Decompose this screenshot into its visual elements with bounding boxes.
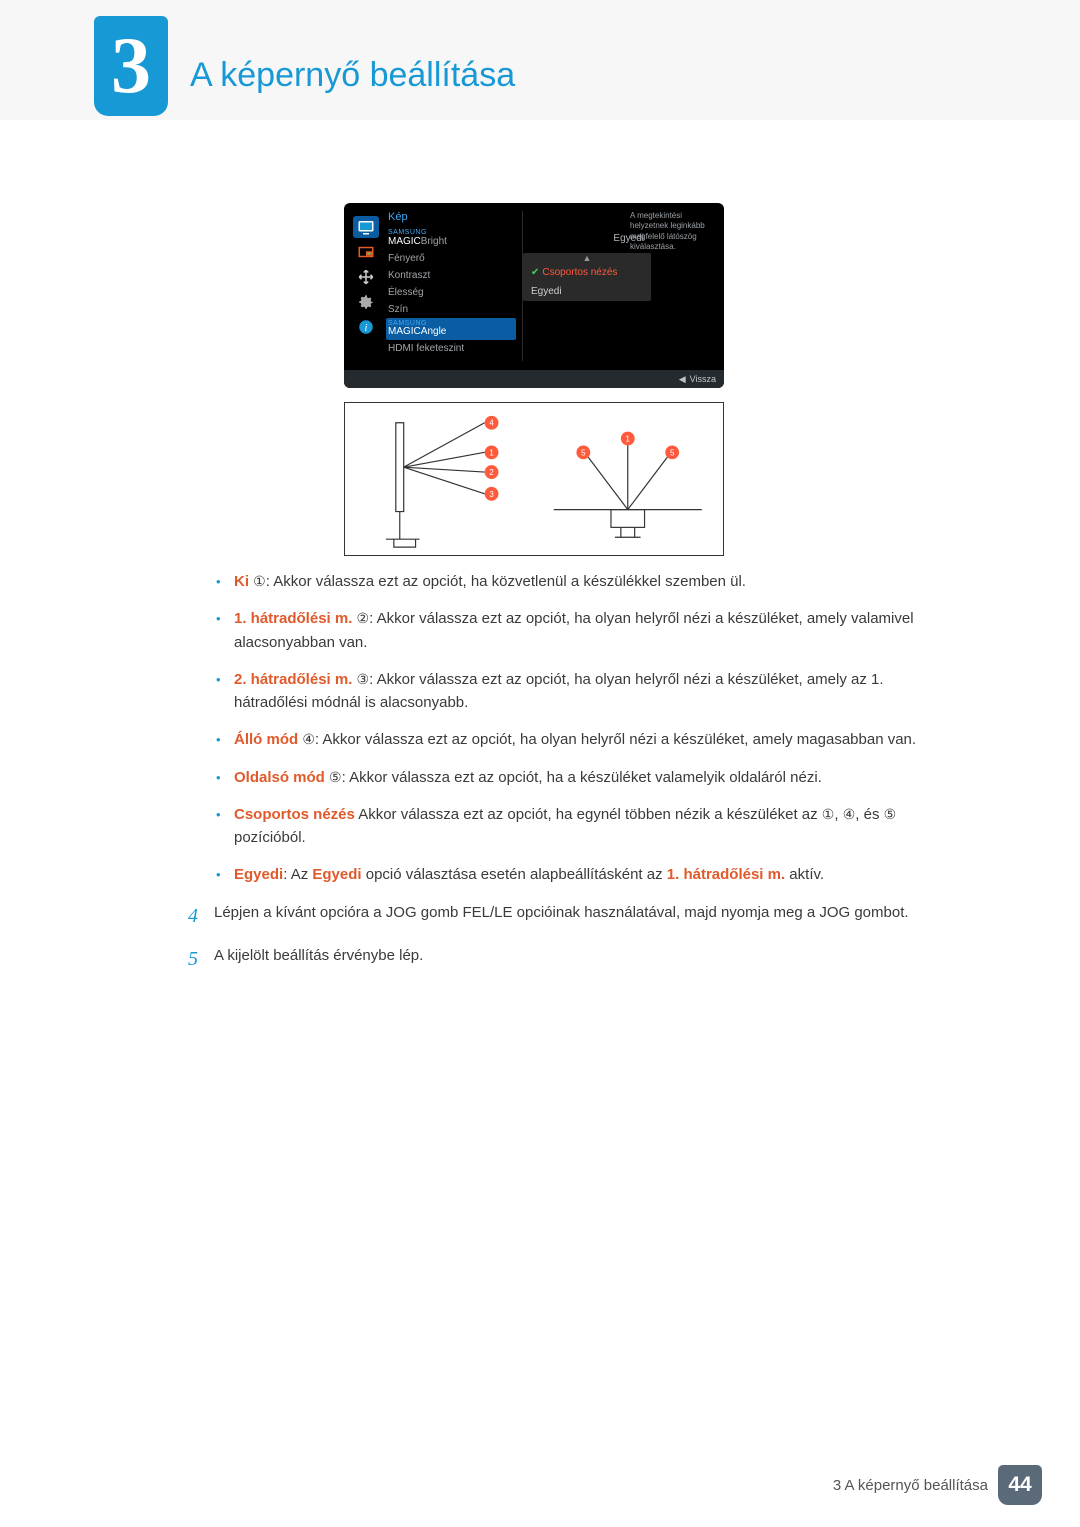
bullet-side: Oldalsó mód ⑤: Akkor válassza ezt az opc… <box>216 766 928 789</box>
step-4-text: Lépjen a kívánt opcióra a JOG gomb FEL/L… <box>214 901 928 932</box>
osd-dropdown-selected: ✔Csoportos nézés <box>523 263 651 282</box>
bullet-lean2: 2. hátradőlési m. ③: Akkor válassza ezt … <box>216 668 928 715</box>
bullet-ki: Ki ①: Akkor válassza ezt az opciót, ha k… <box>216 570 928 593</box>
step-5-text: A kijelölt beállítás érvénybe lép. <box>214 944 928 975</box>
page-footer: 3 A képernyő beállítása 44 <box>833 1465 1042 1505</box>
svg-text:1: 1 <box>626 434 630 443</box>
chapter-header: 3 A képernyő beállítása <box>0 30 1080 120</box>
step-4-number: 4 <box>188 901 214 932</box>
osd-item-magicangle: SAMSUNG MAGICAngle <box>386 318 516 341</box>
footer-chapter-label: 3 A képernyő beállítása <box>833 1477 988 1494</box>
svg-text:5: 5 <box>670 448 675 457</box>
osd-side-icons: i <box>350 213 382 341</box>
check-icon: ✔ <box>531 267 539 278</box>
osd-menu-list: Kép SAMSUNG MAGICBright Fényerő Kontrasz… <box>386 211 516 357</box>
monitor-icon <box>353 216 379 238</box>
osd-footer: ◀ Vissza <box>344 370 724 388</box>
step-5-number: 5 <box>188 944 214 975</box>
step-5: 5 A kijelölt beállítás érvénybe lép. <box>188 944 928 975</box>
osd-back-label: Vissza <box>690 374 716 384</box>
gear-icon <box>353 291 379 313</box>
osd-menu-header: Kép <box>386 211 516 223</box>
svg-text:5: 5 <box>581 448 586 457</box>
viewing-angle-diagram: 4 1 2 3 5 1 5 <box>344 402 724 556</box>
chapter-title: A képernyő beállítása <box>190 56 515 95</box>
osd-item-magicbright: SAMSUNG MAGICBright <box>386 227 516 250</box>
bullet-lean1: 1. hátradőlési m. ②: Akkor válassza ezt … <box>216 607 928 654</box>
body-content: Ki ①: Akkor válassza ezt az opciót, ha k… <box>188 570 928 987</box>
svg-text:i: i <box>365 323 368 334</box>
svg-text:2: 2 <box>489 468 493 477</box>
chapter-number-badge: 3 <box>94 16 168 116</box>
svg-text:1: 1 <box>489 448 493 457</box>
osd-dropdown-egyedi: Egyedi <box>523 282 651 301</box>
osd-item-kontraszt: Kontraszt <box>386 267 516 284</box>
bullet-stand: Álló mód ④: Akkor válassza ezt az opciót… <box>216 728 928 751</box>
osd-item-hdmi: HDMI feketeszint <box>386 340 516 357</box>
bullet-group: Csoportos nézés Akkor válassza ezt az op… <box>216 803 928 850</box>
arrow-up-icon: ▲ <box>523 253 651 263</box>
page-number: 44 <box>1008 1473 1031 1497</box>
osd-item-szin: Szín <box>386 301 516 318</box>
pip-icon <box>353 241 379 263</box>
osd-item-fenyero: Fényerő <box>386 250 516 267</box>
osd-item-elesseg: Élesség <box>386 284 516 301</box>
svg-text:4: 4 <box>489 419 494 428</box>
osd-dropdown: ▲ ✔Csoportos nézés Egyedi <box>523 253 651 301</box>
resize-icon <box>353 266 379 288</box>
osd-screenshot: i Kép SAMSUNG MAGICBright Fényerő Kontra… <box>344 203 724 388</box>
bullet-list: Ki ①: Akkor válassza ezt az opciót, ha k… <box>216 570 928 887</box>
osd-hint-text: A megtekintési helyzetnek leginkább megf… <box>630 211 716 253</box>
back-arrow-icon: ◀ <box>679 374 686 384</box>
bullet-custom: Egyedi: Az Egyedi opció választása eseté… <box>216 863 928 886</box>
chapter-number: 3 <box>111 26 151 106</box>
svg-text:3: 3 <box>489 490 494 499</box>
info-icon: i <box>353 316 379 338</box>
step-4: 4 Lépjen a kívánt opcióra a JOG gomb FEL… <box>188 901 928 932</box>
page-number-badge: 44 <box>998 1465 1042 1505</box>
